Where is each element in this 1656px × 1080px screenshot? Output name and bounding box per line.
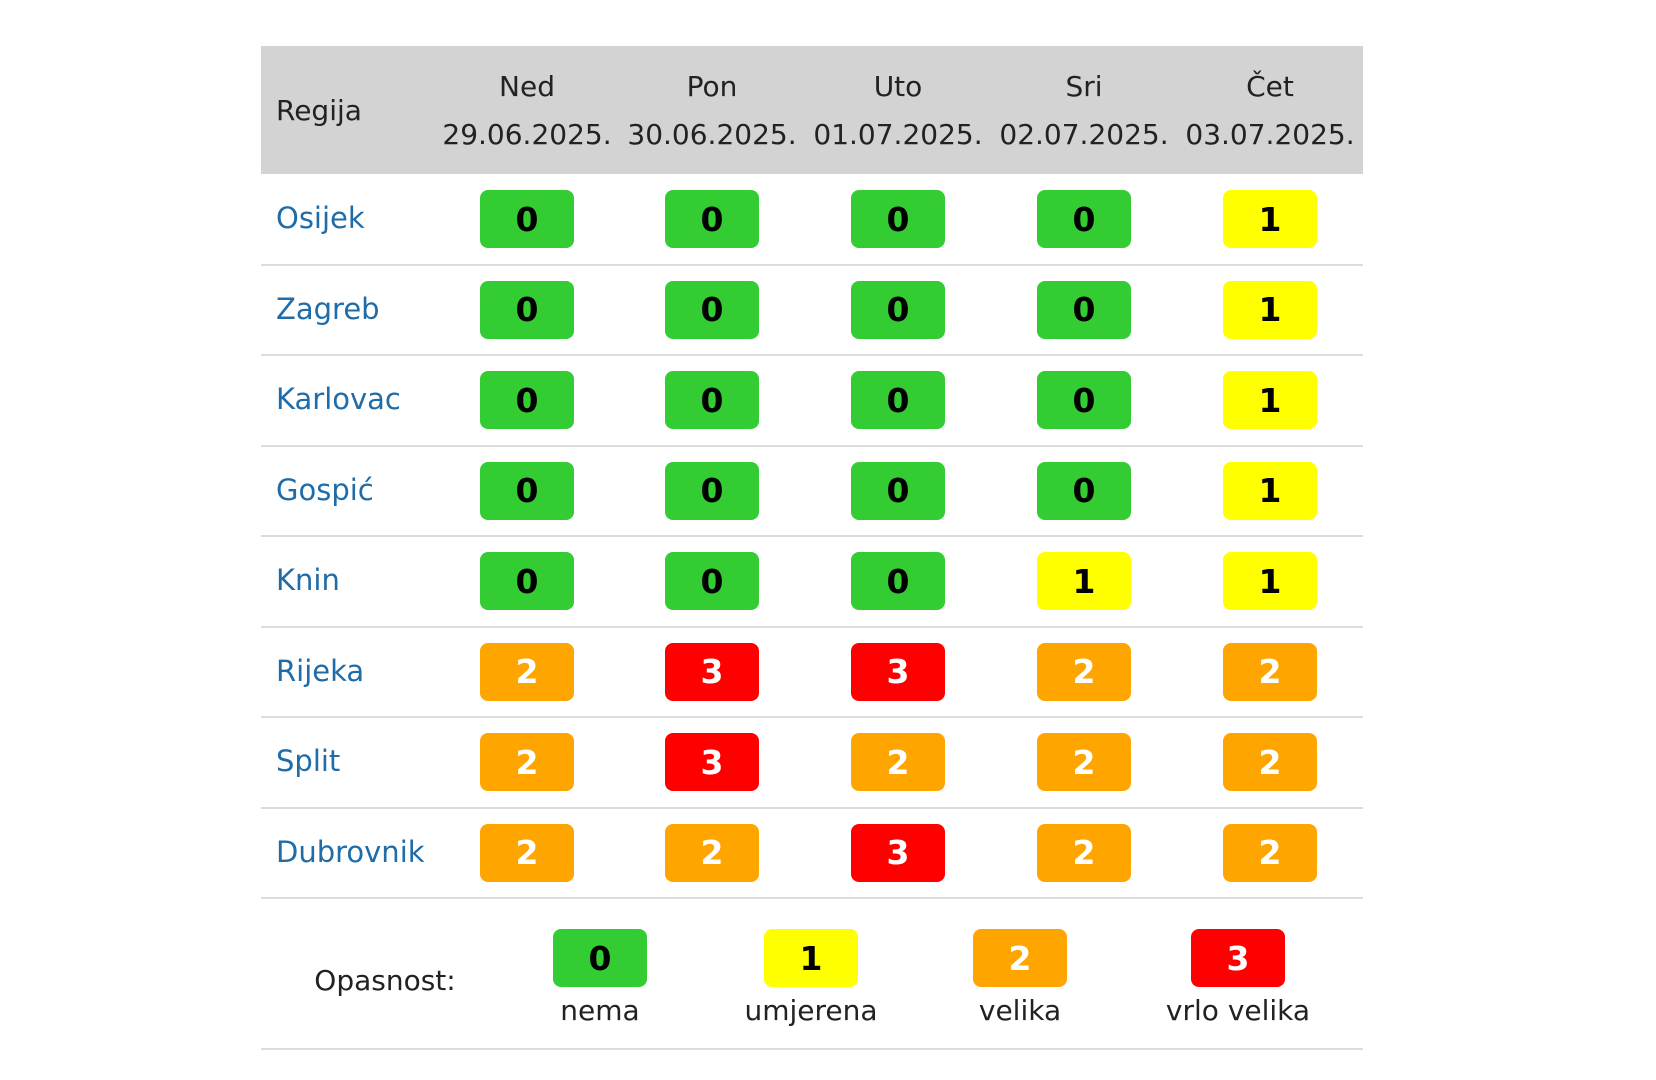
region-name: Osijek bbox=[276, 201, 365, 235]
level-badge: 2 bbox=[480, 642, 574, 701]
row-divider bbox=[261, 716, 1363, 718]
header-day: Pon bbox=[686, 70, 738, 103]
level-badge: 2 bbox=[1037, 642, 1131, 701]
level-badge: 0 bbox=[480, 371, 574, 429]
level-badge: 2 bbox=[1223, 642, 1317, 701]
level-badge: 2 bbox=[480, 733, 574, 791]
level-badge: 0 bbox=[1037, 461, 1131, 520]
level-badge: 0 bbox=[665, 461, 759, 520]
header-day: Čet bbox=[1246, 70, 1294, 103]
level-badge: 2 bbox=[1223, 733, 1317, 791]
level-badge: 0 bbox=[665, 552, 759, 610]
level-badge: 3 bbox=[851, 823, 945, 882]
level-badge: 3 bbox=[665, 733, 759, 791]
row-divider bbox=[261, 354, 1363, 356]
row-divider bbox=[261, 625, 1363, 628]
header-date: 30.06.2025. bbox=[627, 118, 797, 151]
level-badge: 3 bbox=[851, 642, 945, 701]
header-region: Regija bbox=[276, 94, 362, 127]
region-name: Knin bbox=[276, 563, 340, 597]
legend-badge: 3 bbox=[1191, 929, 1285, 987]
region-name: Split bbox=[276, 744, 341, 778]
row-divider bbox=[261, 806, 1363, 809]
legend-badge: 2 bbox=[973, 929, 1067, 987]
legend-badge: 1 bbox=[764, 929, 858, 987]
region-name: Gospić bbox=[276, 472, 374, 507]
level-badge: 0 bbox=[665, 190, 759, 248]
level-badge: 0 bbox=[851, 461, 945, 520]
level-badge: 0 bbox=[480, 190, 574, 248]
header-date: 29.06.2025. bbox=[442, 118, 612, 151]
legend-text: umjerena bbox=[744, 994, 878, 1027]
row-divider bbox=[261, 263, 1363, 266]
level-badge: 0 bbox=[1037, 280, 1131, 339]
level-badge: 1 bbox=[1223, 190, 1317, 248]
level-badge: 0 bbox=[1037, 371, 1131, 429]
level-badge: 0 bbox=[851, 371, 945, 429]
level-badge: 2 bbox=[665, 823, 759, 882]
header-date: 02.07.2025. bbox=[999, 118, 1169, 151]
level-badge: 0 bbox=[480, 280, 574, 339]
table-header bbox=[261, 46, 1363, 174]
header-date: 03.07.2025. bbox=[1185, 118, 1355, 151]
legend-badge: 0 bbox=[553, 929, 647, 987]
level-badge: 2 bbox=[1037, 823, 1131, 882]
row-divider bbox=[261, 535, 1363, 537]
level-badge: 2 bbox=[480, 823, 574, 882]
level-badge: 0 bbox=[851, 280, 945, 339]
level-badge: 0 bbox=[480, 461, 574, 520]
row-divider bbox=[261, 444, 1363, 447]
level-badge: 1 bbox=[1223, 461, 1317, 520]
header-day: Sri bbox=[1065, 70, 1103, 103]
level-badge: 2 bbox=[1037, 733, 1131, 791]
level-badge: 1 bbox=[1223, 371, 1317, 429]
header-day: Uto bbox=[873, 70, 923, 103]
level-badge: 0 bbox=[480, 552, 574, 610]
row-divider bbox=[261, 897, 1363, 899]
level-badge: 0 bbox=[851, 552, 945, 610]
header-day: Ned bbox=[499, 70, 555, 103]
level-badge: 0 bbox=[851, 190, 945, 248]
header-date: 01.07.2025. bbox=[813, 118, 983, 151]
legend-text: nema bbox=[560, 994, 640, 1027]
level-badge: 1 bbox=[1037, 552, 1131, 610]
level-badge: 3 bbox=[665, 642, 759, 701]
region-name: Zagreb bbox=[276, 291, 380, 326]
level-badge: 2 bbox=[1223, 823, 1317, 882]
level-badge: 0 bbox=[665, 371, 759, 429]
level-badge: 2 bbox=[851, 733, 945, 791]
region-name: Rijeka bbox=[276, 653, 365, 688]
level-badge: 1 bbox=[1223, 552, 1317, 610]
legend-label: Opasnost: bbox=[314, 964, 456, 997]
legend-text: vrlo velika bbox=[1165, 994, 1311, 1027]
level-badge: 0 bbox=[1037, 190, 1131, 248]
level-badge: 0 bbox=[665, 280, 759, 339]
region-name: Karlovac bbox=[276, 382, 401, 416]
level-badge: 1 bbox=[1223, 280, 1317, 339]
legend-text: velika bbox=[978, 994, 1062, 1027]
legend-divider bbox=[261, 1048, 1363, 1050]
region-name: Dubrovnik bbox=[276, 834, 425, 869]
